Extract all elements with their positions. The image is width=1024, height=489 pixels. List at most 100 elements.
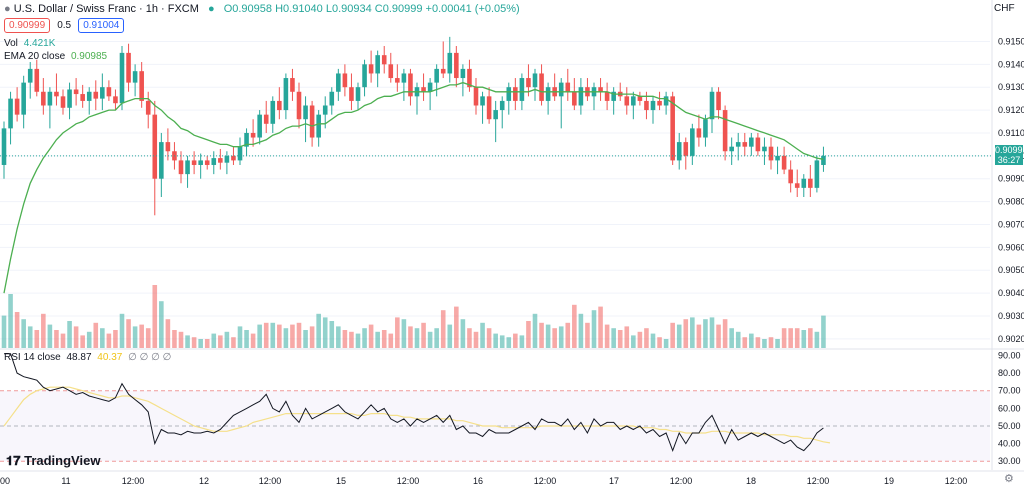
rsi-tick-label: 30.00 — [998, 456, 1021, 466]
candle-body — [513, 87, 518, 101]
volume-bar — [539, 322, 544, 348]
volume-bar — [80, 335, 85, 348]
candle-body — [41, 91, 46, 106]
market-status-icon: ● — [207, 3, 215, 15]
volume-bar — [159, 301, 164, 348]
candle-body — [644, 100, 649, 111]
candle-body — [598, 87, 603, 92]
volume-bar — [788, 328, 793, 348]
volume-bar — [165, 319, 171, 348]
volume-bar — [263, 322, 269, 348]
symbol-title[interactable]: U.S. Dollar / Swiss Franc · 1h · FXCM — [13, 3, 199, 15]
volume-legend[interactable]: Vol 4.421K — [4, 38, 55, 49]
volume-bar — [191, 337, 197, 348]
candle-body — [67, 89, 72, 108]
candle-body — [8, 98, 13, 129]
volume-bar — [27, 326, 33, 348]
volume-bar — [132, 326, 138, 348]
candle-body — [178, 160, 184, 175]
candle-body — [224, 155, 230, 163]
candle-body — [427, 82, 433, 92]
candle-body — [191, 160, 197, 165]
candle-body — [473, 87, 479, 106]
bid-button[interactable]: 0.90999 — [4, 18, 51, 33]
volume-bar — [211, 333, 217, 348]
chevron-down-icon[interactable]: ● — [4, 3, 11, 15]
candle-body — [316, 114, 321, 138]
volume-bar — [611, 328, 616, 348]
rsi-pane: 90.00 80.00 70.00 60.00 50.00 40.00 30.00 — [0, 351, 1021, 466]
candle-body — [565, 82, 571, 92]
candle-body — [709, 91, 715, 120]
volume-bar — [513, 333, 518, 348]
candle-body — [60, 96, 66, 108]
time-tick-label: 12:00 — [670, 476, 693, 486]
volume-bar — [401, 319, 407, 348]
candle-body — [152, 114, 158, 179]
ask-button[interactable]: 0.91004 — [78, 18, 125, 33]
volume-bar — [73, 326, 79, 348]
volume-bar — [296, 322, 302, 348]
candle-body — [244, 132, 249, 147]
volume-bar — [729, 328, 734, 348]
candle-body — [277, 100, 282, 111]
candle-body — [211, 158, 217, 165]
candle-body — [263, 114, 269, 124]
candle-body — [722, 110, 728, 152]
volume-bar — [617, 330, 623, 348]
candle-body — [80, 94, 85, 101]
candle-body — [519, 78, 525, 101]
candle-body — [460, 68, 466, 79]
candle-body — [467, 68, 472, 88]
candle-body — [132, 71, 138, 83]
candle-body — [257, 114, 262, 138]
volume-bar — [447, 324, 453, 348]
volume-bar — [381, 330, 387, 348]
volume-label: Vol — [4, 38, 18, 49]
volume-bar — [244, 330, 249, 348]
currency-label[interactable]: CHF — [994, 3, 1015, 14]
rsi-tick-label: 50.00 — [998, 421, 1021, 431]
time-tick-label: 17 — [609, 476, 619, 486]
volume-bar — [552, 328, 557, 348]
volume-bar — [742, 337, 748, 348]
candle-body — [375, 55, 380, 74]
ema-legend[interactable]: EMA 20 close 0.90985 — [4, 51, 107, 62]
candle-body — [611, 91, 616, 101]
volume-bar — [637, 331, 643, 348]
candle-body — [781, 155, 787, 170]
candle-body — [73, 89, 79, 95]
volume-bar — [67, 321, 72, 348]
candle-body — [532, 73, 538, 88]
candle-body — [696, 128, 702, 138]
volume-bar — [480, 322, 485, 348]
settings-gear-icon[interactable]: ⚙ — [1004, 473, 1014, 485]
volume-bar — [86, 331, 92, 348]
candle-body — [447, 52, 453, 74]
volume-bar — [185, 335, 190, 348]
volume-bar — [703, 319, 708, 348]
candle-body — [14, 98, 20, 115]
rsi-legend[interactable]: RSI 14 close 48.87 40.37 ∅ ∅ ∅ ∅ — [4, 352, 171, 363]
time-tick-label: 12:00 — [259, 476, 282, 486]
volume-bar — [309, 326, 315, 348]
volume-bar — [47, 324, 53, 348]
candle-body — [100, 87, 105, 99]
volume-bar — [572, 304, 577, 348]
volume-bars — [1, 285, 826, 348]
time-tick-label: 12:00 — [807, 476, 830, 486]
candle-body — [788, 169, 793, 184]
volume-bar — [336, 326, 341, 348]
volume-bar — [598, 306, 603, 348]
volume-bar — [277, 324, 282, 348]
volume-bar — [716, 324, 721, 348]
candle-body — [558, 82, 564, 97]
candle-body — [676, 142, 682, 161]
time-tick-label: 12:00 — [945, 476, 968, 486]
ohlc-values: O0.90958 H0.91040 L0.90934 C0.90999 +0.0… — [223, 3, 520, 15]
candle-body — [480, 96, 485, 106]
time-tick-label: 00 — [0, 476, 10, 486]
volume-bar — [814, 331, 820, 348]
